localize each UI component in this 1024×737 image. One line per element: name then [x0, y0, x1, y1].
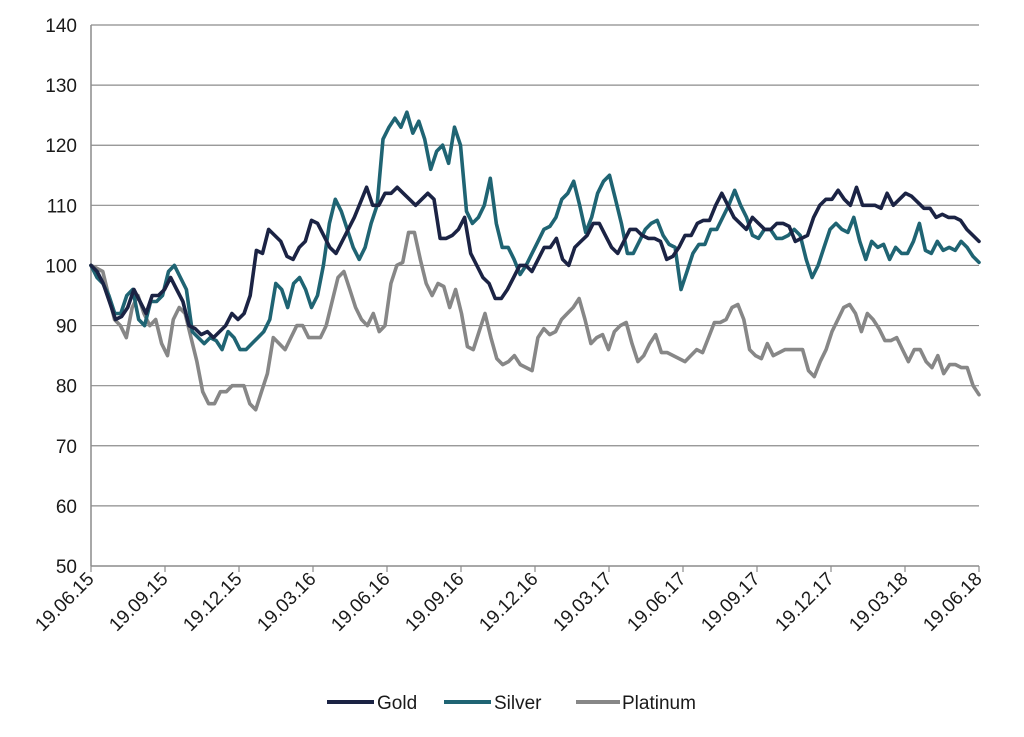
x-axis: 19.06.15 19.09.15 19.12.15 19.03.16 19.06.16…	[31, 565, 987, 636]
y-tick-label: 90	[56, 317, 77, 338]
y-tick-label: 100	[45, 256, 77, 277]
y-tick-label: 50	[56, 557, 77, 578]
y-tick-label: 70	[56, 437, 77, 458]
x-tick-label: 19.06.17	[623, 569, 690, 636]
y-tick-label: 140	[45, 16, 77, 37]
series-line-platinum	[89, 230, 981, 412]
x-tick-label: 19.12.16	[475, 569, 542, 636]
legend-label-silver: Silver	[494, 693, 542, 714]
x-tick-label: 19.03.16	[253, 569, 320, 636]
x-tick-label: 19.09.16	[401, 569, 468, 636]
x-tick-label: 19.09.17	[697, 569, 764, 636]
x-tick-label: 19.09.15	[105, 569, 172, 636]
x-tick-label: 19.03.17	[549, 569, 616, 636]
x-tick-label: 19.06.16	[327, 569, 394, 636]
y-tick-label: 120	[45, 136, 77, 157]
legend-label-gold: Gold	[377, 693, 417, 714]
x-tick-label: 19.03.18	[845, 569, 912, 636]
x-tick-label: 19.06.18	[919, 569, 986, 636]
y-tick-label: 110	[47, 196, 77, 217]
series-line-silver	[89, 110, 981, 352]
y-tick-label: 60	[56, 497, 77, 518]
y-tick-label: 80	[56, 377, 77, 398]
y-axis: 50 60 70 80 90 100 110 120 130 140	[45, 16, 92, 578]
legend-label-platinum: Platinum	[622, 693, 696, 714]
y-tick-label: 130	[45, 76, 77, 97]
x-tick-label: 19.06.15	[31, 569, 98, 636]
series-lines	[89, 110, 981, 412]
series-line-gold	[89, 185, 981, 340]
legend: Gold Silver Platinum	[327, 693, 696, 714]
x-tick-label: 19.12.15	[179, 569, 246, 636]
x-tick-label: 19.12.17	[771, 569, 838, 636]
